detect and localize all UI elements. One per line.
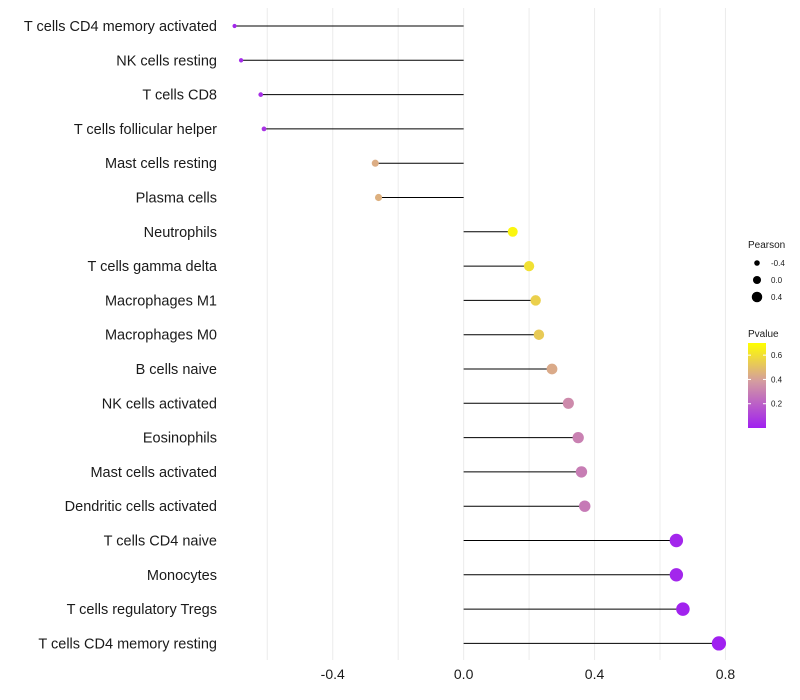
x-tick-label: -0.4 (321, 666, 345, 682)
color-legend-label: 0.4 (771, 375, 783, 384)
data-point (546, 363, 558, 375)
x-tick-label: 0.8 (716, 666, 736, 682)
size-legend-label: -0.4 (771, 259, 785, 268)
size-legend-key (751, 291, 763, 303)
data-point (572, 431, 584, 444)
category-label: B cells naive (136, 362, 217, 378)
category-label: Dendritic cells activated (65, 499, 217, 515)
color-legend-title: Pvalue (748, 329, 779, 340)
category-label: T cells gamma delta (88, 259, 218, 275)
color-legend: Pvalue 0.2 0.4 0.6 (748, 329, 783, 428)
grid-lines (266, 8, 726, 660)
size-legend-key (754, 260, 760, 266)
category-label: T cells CD4 memory resting (38, 636, 217, 652)
x-tick-label: 0.4 (585, 666, 605, 682)
category-label: T cells CD8 (142, 88, 217, 104)
stems (234, 25, 719, 644)
size-legend: Pearson -0.4 0.0 0.4 (748, 240, 785, 303)
data-point (533, 329, 545, 340)
data-point (575, 466, 588, 478)
category-label: Macrophages M0 (105, 328, 217, 344)
category-label: T cells CD4 memory activated (24, 19, 217, 35)
data-point (676, 602, 690, 616)
size-legend-key (752, 275, 762, 285)
category-labels: T cells CD4 memory activated NK cells res… (24, 19, 218, 652)
size-legend-title: Pearson (748, 240, 785, 251)
category-label: NK cells activated (102, 396, 217, 412)
category-label: Eosinophils (143, 431, 217, 447)
category-label: Monocytes (147, 568, 217, 584)
data-point (669, 568, 684, 582)
size-legend-label: 0.4 (771, 293, 783, 302)
color-legend-label: 0.6 (771, 351, 783, 360)
category-label: Neutrophils (144, 225, 217, 241)
color-legend-label: 0.2 (771, 400, 783, 409)
data-point (374, 193, 383, 202)
data-point (530, 295, 541, 306)
size-legend-label: 0.0 (771, 276, 783, 285)
data-point (238, 58, 244, 63)
data-point (261, 126, 267, 132)
category-label: Mast cells activated (90, 465, 217, 481)
color-bar (748, 343, 766, 428)
x-axis-ticks: -0.4 0.0 0.4 0.8 (321, 666, 736, 682)
data-point (258, 92, 264, 97)
data-point (578, 500, 591, 512)
category-label: T cells regulatory Tregs (67, 602, 217, 618)
data-point (562, 397, 574, 409)
data-point (523, 260, 535, 272)
category-label: Mast cells resting (105, 156, 217, 172)
category-label: Plasma cells (136, 191, 217, 207)
x-tick-label: 0.0 (454, 666, 474, 682)
data-point (232, 23, 237, 29)
data-point (371, 159, 379, 167)
data-point (711, 636, 727, 651)
category-label: T cells follicular helper (74, 122, 217, 138)
category-label: T cells CD4 naive (104, 534, 217, 550)
data-point (669, 533, 684, 548)
data-point (507, 226, 518, 237)
points (232, 23, 727, 651)
category-label: Macrophages M1 (105, 293, 217, 309)
category-label: NK cells resting (116, 53, 217, 69)
